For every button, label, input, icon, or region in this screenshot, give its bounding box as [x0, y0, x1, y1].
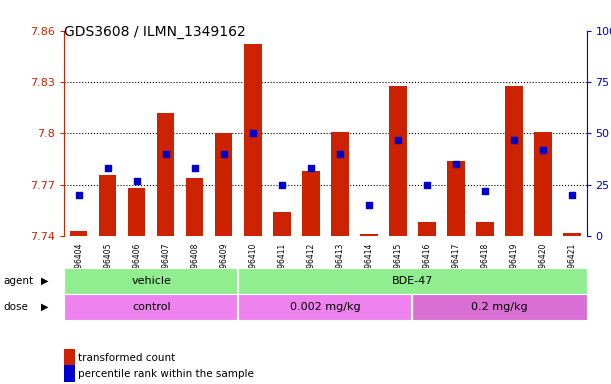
Point [364, 202, 374, 209]
Bar [128, 188, 145, 236]
Text: ▶: ▶ [42, 276, 49, 286]
Point [161, 151, 170, 157]
Bar [99, 175, 116, 236]
Bar [412, 294, 587, 320]
Bar [418, 222, 436, 236]
Bar [389, 86, 407, 236]
Bar [186, 178, 203, 236]
Point [74, 192, 84, 198]
Bar [360, 235, 378, 236]
Text: vehicle: vehicle [131, 276, 171, 286]
Point [306, 165, 316, 171]
Bar [477, 222, 494, 236]
Bar [215, 134, 232, 236]
Point [103, 165, 112, 171]
Point [393, 137, 403, 143]
Bar [331, 132, 348, 236]
Point [335, 151, 345, 157]
Text: BDE-47: BDE-47 [392, 276, 433, 286]
Bar [563, 233, 580, 236]
Point [480, 188, 490, 194]
Bar [157, 113, 175, 236]
Bar [447, 161, 464, 236]
Text: control: control [132, 302, 170, 312]
Bar [505, 86, 522, 236]
Bar [64, 294, 238, 320]
Bar [64, 268, 238, 294]
Point [509, 137, 519, 143]
Bar [244, 45, 262, 236]
Bar [302, 171, 320, 236]
Text: GDS3608 / ILMN_1349162: GDS3608 / ILMN_1349162 [64, 25, 246, 39]
Point [248, 131, 258, 137]
Text: dose: dose [3, 302, 28, 312]
Point [422, 182, 432, 188]
Bar [70, 231, 87, 236]
Point [190, 165, 200, 171]
Text: agent: agent [3, 276, 33, 286]
Bar [273, 212, 291, 236]
Point [567, 192, 577, 198]
Bar [238, 268, 587, 294]
Text: transformed count: transformed count [78, 353, 175, 363]
Point [219, 151, 229, 157]
Bar [534, 132, 552, 236]
Text: 0.2 mg/kg: 0.2 mg/kg [471, 302, 528, 312]
Point [277, 182, 287, 188]
Point [451, 161, 461, 167]
Bar [238, 294, 412, 320]
Text: percentile rank within the sample: percentile rank within the sample [78, 369, 254, 379]
Text: 0.002 mg/kg: 0.002 mg/kg [290, 302, 360, 312]
Point [132, 178, 142, 184]
Text: ▶: ▶ [42, 302, 49, 312]
Point [538, 147, 548, 153]
